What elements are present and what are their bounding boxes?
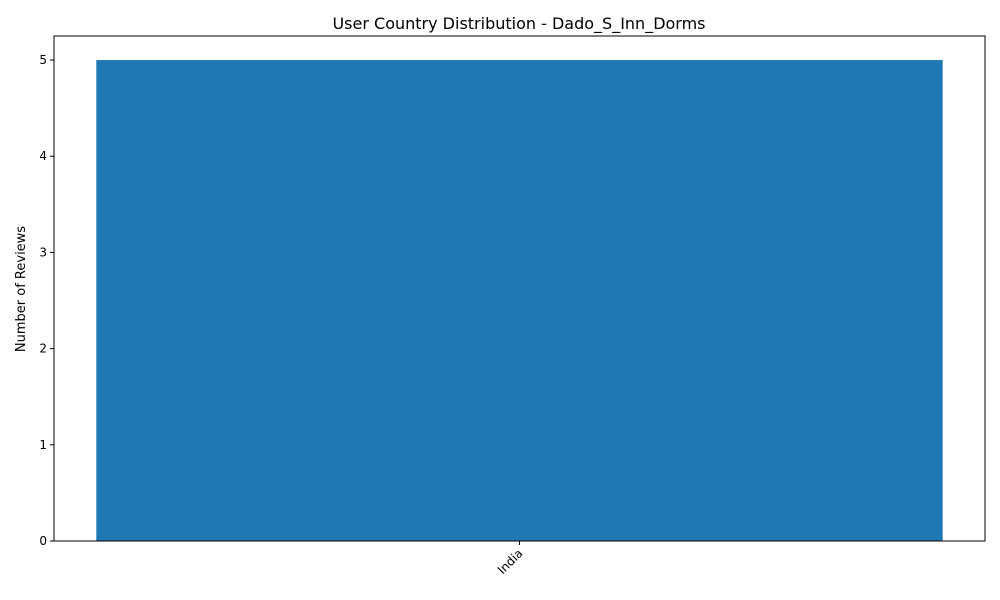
y-tick-label: 3 (39, 245, 47, 259)
x-tick-label: India (495, 546, 526, 577)
plot-area: 0 1 2 3 4 5 India (39, 35, 986, 577)
y-tick-label: 2 (39, 342, 47, 356)
bar-india (96, 60, 943, 542)
y-tick-label: 0 (39, 534, 47, 548)
chart-title: User Country Distribution - Dado_S_Inn_D… (332, 14, 705, 34)
y-tick-label: 4 (39, 149, 47, 163)
y-tick-label: 5 (39, 53, 47, 67)
y-axis-label: Number of Reviews (14, 226, 29, 352)
y-tick-label: 1 (39, 438, 47, 452)
